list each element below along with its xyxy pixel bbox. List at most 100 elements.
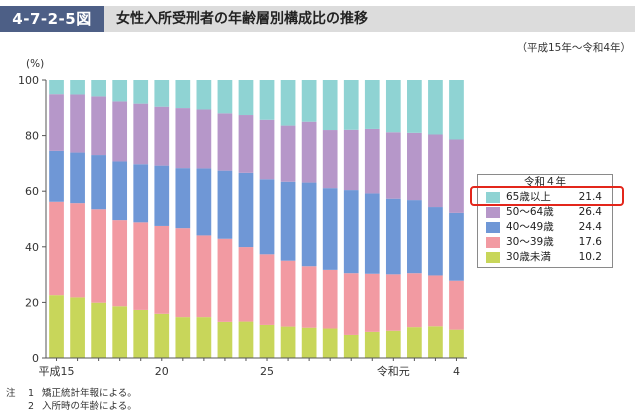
bar-segment — [133, 222, 149, 310]
legend-swatch-65-plus — [486, 192, 500, 203]
note-text: 入所時の年齢による。 — [42, 401, 137, 412]
legend-item-65-plus: 65歳以上 21.4 — [486, 191, 610, 204]
y-unit-label: (%) — [26, 58, 45, 70]
bar-segment — [70, 80, 85, 95]
x-tick-label: 平成15 — [39, 365, 75, 378]
bar-segment — [133, 309, 149, 358]
bar-segment — [91, 302, 106, 358]
bar-segment — [49, 150, 64, 202]
bar-segment — [428, 326, 443, 358]
bar-segment — [238, 115, 254, 173]
bar-segment — [91, 96, 106, 156]
x-tick-label: 25 — [260, 365, 274, 378]
bar-segment — [322, 328, 338, 358]
bar-segment — [428, 134, 443, 208]
bar-segment — [91, 155, 106, 210]
bar-segment — [343, 334, 359, 358]
bar-segment — [301, 327, 317, 358]
bar-segment — [259, 179, 275, 255]
bar-segment — [70, 94, 85, 153]
bar-segment — [301, 266, 317, 328]
bar-segment — [407, 200, 422, 274]
bar-segment — [449, 329, 464, 358]
bar-segment — [91, 209, 106, 303]
bar-segment — [385, 80, 401, 133]
legend-item-30-39: 30～39歳 17.6 — [486, 236, 610, 249]
bar-segment — [49, 94, 64, 151]
bar-segment — [196, 80, 212, 110]
bar-segment — [154, 313, 170, 358]
legend-swatch-40-49 — [486, 222, 500, 233]
bar-segment — [449, 139, 464, 213]
period-note: （平成15年～令和4年） — [516, 42, 631, 54]
bar-segment — [112, 101, 128, 162]
figure-title: 女性入所受刑者の年齢層別構成比の推移 — [116, 11, 368, 27]
bar-segment — [133, 103, 149, 165]
legend-item-50-64: 50～64歳 26.4 — [486, 206, 610, 219]
y-tick-label: 40 — [25, 241, 39, 254]
bar-segment — [70, 152, 85, 204]
legend-value: 24.4 — [578, 221, 602, 233]
bar-segment — [238, 321, 254, 358]
legend-label: 30～39歳 — [506, 236, 554, 248]
bar-segment — [280, 260, 296, 327]
bar-segment — [133, 164, 149, 223]
bar-segment — [217, 80, 233, 114]
bar-segment — [364, 331, 380, 358]
bar-segment — [407, 132, 422, 201]
bar-segment — [259, 324, 275, 358]
bar-segment — [154, 80, 170, 107]
bar-segment — [175, 108, 191, 169]
bar-segment — [175, 168, 191, 229]
figure-number: 4-7-2-5図 — [0, 6, 104, 32]
bar-segment — [196, 235, 212, 318]
bar-segment — [343, 129, 359, 191]
bar-segment — [49, 201, 64, 296]
note-text: 矯正統計年報による。 — [42, 388, 137, 399]
legend-value: 26.4 — [578, 206, 602, 218]
x-tick-label: 令和元 — [377, 364, 410, 378]
x-tick-label: 20 — [155, 365, 169, 378]
bar-segment — [238, 247, 254, 322]
axes-layer: 0 20 40 60 80 100 平成15 20 25 令和元 4 — [18, 74, 467, 378]
bar-segment — [322, 188, 338, 270]
bar-segment — [449, 212, 464, 281]
bar-segment — [238, 80, 254, 116]
bar-segment — [280, 125, 296, 182]
bar-segment — [217, 321, 233, 358]
bar-segment — [407, 327, 422, 358]
legend-item-40-49: 40～49歳 24.4 — [486, 221, 610, 234]
bar-segment — [175, 80, 191, 109]
y-tick-label: 80 — [25, 130, 39, 143]
bar-segment — [154, 165, 170, 226]
bar-segment — [322, 80, 338, 131]
legend-swatch-under-30 — [486, 252, 500, 263]
bar-segment — [364, 193, 380, 274]
bar-segment — [154, 225, 170, 314]
bar-segment — [133, 80, 149, 104]
bar-segment — [385, 274, 401, 331]
legend-value: 10.2 — [578, 251, 602, 263]
bar-segment — [259, 254, 275, 325]
y-tick-label: 0 — [32, 352, 39, 365]
bar-segment — [70, 297, 85, 358]
bar-segment — [364, 128, 380, 194]
legend-item-under-30: 30歳未満 10.2 — [486, 251, 610, 264]
bar-segment — [112, 80, 128, 102]
note-number: 2 — [28, 401, 35, 412]
bar-segment — [385, 132, 401, 199]
bar-segment — [407, 273, 422, 328]
bar-segment — [407, 80, 422, 133]
bar-segment — [428, 275, 443, 327]
note-number: 1 — [28, 388, 35, 399]
bar-segment — [217, 170, 233, 239]
x-tick-label: 4 — [453, 365, 460, 378]
bar-segment — [112, 306, 128, 358]
legend-label: 65歳以上 — [506, 191, 551, 203]
bar-segment — [49, 80, 64, 95]
bar-segment — [112, 220, 128, 307]
bar-segment — [91, 80, 106, 97]
legend-label: 50～64歳 — [506, 206, 554, 218]
bar-segment — [259, 119, 275, 180]
